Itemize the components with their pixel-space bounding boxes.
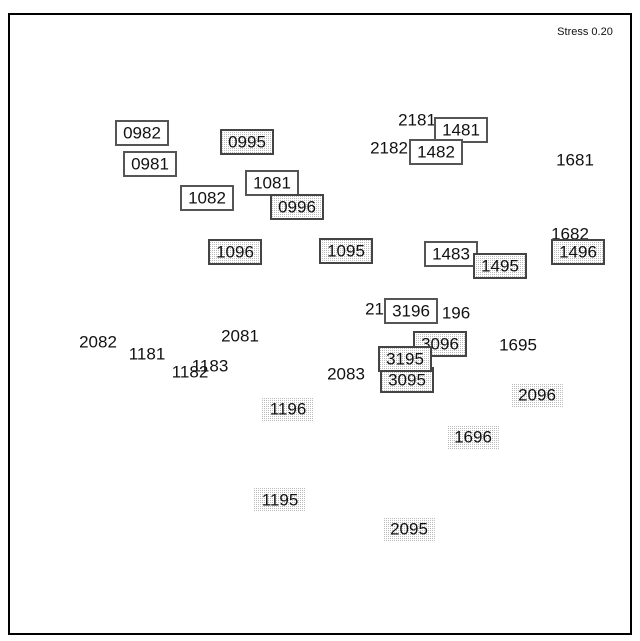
- point-label: 1495: [481, 257, 519, 276]
- label-box: [409, 139, 463, 165]
- label-box-shaded: [378, 346, 432, 372]
- point-label: 0995: [228, 133, 266, 152]
- point-label: 1195: [262, 491, 299, 510]
- point-label: 0982: [123, 124, 161, 143]
- point-label: 1181: [129, 345, 166, 364]
- point-label: 1081: [253, 174, 291, 193]
- point-label: 1183: [192, 357, 229, 376]
- label-box-shaded: [220, 129, 274, 155]
- stress-label: Stress 0.20: [557, 26, 613, 38]
- point-label: 1696: [454, 428, 492, 447]
- label-box-shaded: [270, 194, 324, 220]
- point-label: 2096: [518, 386, 556, 405]
- frame: [8, 13, 632, 635]
- point-label: 3095: [388, 371, 426, 390]
- point-label: 0996: [278, 198, 316, 217]
- point-label: 1096: [216, 243, 254, 262]
- label-shade: [254, 488, 306, 512]
- label-box: [384, 298, 438, 324]
- point-label: 2082: [79, 333, 117, 352]
- point-label: 2095: [390, 520, 428, 539]
- point-label: 2181: [398, 111, 436, 130]
- label-shade: [447, 425, 499, 449]
- point-label: 1682: [551, 225, 589, 244]
- point-label: 1182: [172, 363, 209, 382]
- point-label: 196: [442, 304, 470, 323]
- label-box-shaded: [208, 239, 262, 265]
- label-box: [180, 185, 234, 211]
- point-label: 1681: [556, 151, 594, 170]
- label-box-shaded: [319, 238, 373, 264]
- point-label: 1482: [417, 143, 455, 162]
- label-box: [115, 120, 169, 146]
- point-label: 3195: [386, 350, 424, 369]
- label-shade: [511, 383, 563, 407]
- point-label: 1496: [559, 243, 597, 262]
- label-shade: [383, 517, 435, 541]
- point-label: 2182: [370, 139, 408, 158]
- point-label: 2081: [221, 327, 259, 346]
- label-box-shaded: [473, 253, 527, 279]
- label-box-shaded: [551, 239, 605, 265]
- point-label: 1483: [432, 245, 470, 264]
- point-label: 1196: [270, 400, 307, 419]
- point-label: 2083: [327, 365, 365, 384]
- label-shade: [262, 397, 314, 421]
- point-label: 1082: [188, 189, 226, 208]
- label-box: [123, 151, 177, 177]
- point-label: 1695: [499, 336, 537, 355]
- point-label: 3196: [392, 302, 430, 321]
- nodes: 0982 0981 0995 1082 1081 0996 1096 1095 2181 1481…: [79, 111, 605, 541]
- point-label: 1481: [442, 121, 480, 140]
- point-label: 1095: [327, 242, 365, 261]
- point-label: 0981: [131, 155, 169, 174]
